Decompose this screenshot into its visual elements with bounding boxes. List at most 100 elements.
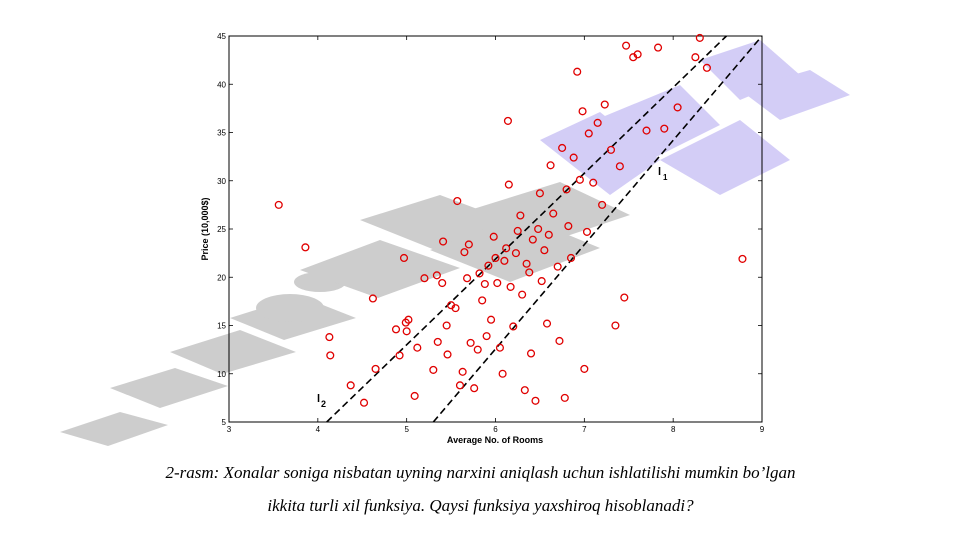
data-point bbox=[611, 321, 620, 330]
data-point bbox=[495, 343, 504, 352]
x-tick-label: 9 bbox=[760, 425, 765, 434]
y-tick-label: 10 bbox=[217, 370, 226, 379]
data-point bbox=[528, 235, 537, 244]
data-point bbox=[460, 248, 469, 257]
figure-caption: 2-rasm: Xonalar soniga nisbatan uyning n… bbox=[0, 456, 961, 522]
x-tick-label: 3 bbox=[227, 425, 232, 434]
data-point bbox=[443, 350, 452, 359]
data-point bbox=[598, 200, 607, 209]
data-point bbox=[466, 338, 475, 347]
data-point bbox=[642, 126, 651, 135]
data-point bbox=[544, 230, 553, 239]
data-point bbox=[498, 369, 507, 378]
caption-line-1: 2-rasm: Xonalar soniga nisbatan uyning n… bbox=[165, 463, 796, 482]
data-point bbox=[546, 161, 555, 170]
y-tick-label: 40 bbox=[217, 80, 226, 89]
data-point bbox=[453, 196, 462, 206]
data-point bbox=[575, 175, 584, 184]
data-point bbox=[301, 243, 310, 252]
data-point bbox=[433, 337, 442, 346]
data-points bbox=[274, 33, 747, 407]
data-point bbox=[432, 271, 441, 280]
data-point bbox=[593, 118, 602, 127]
fit-line-l2 bbox=[326, 35, 728, 423]
data-point bbox=[511, 249, 520, 258]
data-point bbox=[500, 256, 509, 265]
data-point bbox=[463, 274, 472, 283]
data-point bbox=[582, 227, 592, 236]
y-tick-label: 5 bbox=[222, 418, 227, 427]
watermark-logo bbox=[60, 40, 850, 446]
data-point bbox=[534, 224, 543, 234]
data-point bbox=[516, 211, 525, 220]
line-label-l1-sub: 1 bbox=[663, 173, 668, 182]
data-point bbox=[325, 333, 334, 342]
data-point bbox=[620, 293, 629, 302]
y-tick-label: 45 bbox=[217, 32, 226, 41]
line-label-l2: l bbox=[317, 393, 320, 405]
data-point bbox=[578, 107, 587, 116]
data-point bbox=[509, 322, 518, 331]
y-axis-label: Price (10,000$) bbox=[200, 197, 210, 260]
data-point bbox=[274, 200, 283, 209]
data-point bbox=[487, 315, 496, 324]
data-point bbox=[502, 244, 511, 253]
x-axis: 3 4 5 6 7 8 9 bbox=[227, 36, 765, 434]
data-point bbox=[691, 53, 700, 62]
data-point bbox=[580, 364, 589, 373]
data-point bbox=[566, 253, 576, 263]
data-point bbox=[562, 185, 571, 194]
y-tick-label: 30 bbox=[217, 177, 226, 186]
data-point bbox=[470, 384, 479, 393]
data-point bbox=[695, 33, 704, 42]
y-tick-label: 15 bbox=[217, 322, 226, 331]
data-point bbox=[702, 63, 711, 72]
data-point bbox=[569, 153, 578, 162]
data-point bbox=[654, 43, 663, 52]
data-point bbox=[549, 209, 558, 218]
data-point bbox=[518, 290, 527, 299]
data-point bbox=[600, 100, 609, 109]
data-point bbox=[399, 253, 409, 263]
data-point bbox=[346, 381, 355, 390]
data-point bbox=[438, 278, 447, 288]
data-point bbox=[542, 319, 552, 328]
data-point bbox=[564, 222, 573, 231]
data-point bbox=[506, 282, 515, 291]
data-point bbox=[439, 237, 448, 246]
data-point bbox=[478, 296, 487, 305]
data-point bbox=[455, 381, 465, 390]
data-point bbox=[451, 304, 460, 313]
data-point bbox=[525, 268, 534, 277]
data-point bbox=[368, 294, 377, 303]
data-point bbox=[535, 189, 544, 198]
x-tick-label: 8 bbox=[671, 425, 676, 434]
data-point bbox=[413, 343, 422, 352]
data-point bbox=[410, 391, 419, 400]
data-point bbox=[493, 278, 502, 288]
data-point bbox=[482, 332, 491, 341]
data-point bbox=[513, 226, 522, 235]
data-point bbox=[606, 145, 616, 154]
y-tick-label: 25 bbox=[217, 225, 226, 234]
data-point bbox=[555, 336, 564, 345]
x-tick-label: 5 bbox=[404, 425, 409, 434]
x-tick-label: 7 bbox=[582, 425, 587, 434]
data-point bbox=[540, 246, 549, 255]
data-point bbox=[558, 143, 567, 152]
data-point bbox=[615, 162, 624, 171]
data-point bbox=[402, 327, 411, 336]
data-point bbox=[489, 232, 498, 241]
data-point bbox=[520, 386, 529, 395]
data-point bbox=[464, 240, 473, 249]
data-point bbox=[484, 261, 493, 270]
y-tick-label: 35 bbox=[217, 129, 226, 138]
data-point bbox=[660, 124, 669, 133]
caption-line-2: ikkita turli xil funksiya. Qaysi funksiy… bbox=[267, 496, 694, 515]
data-point bbox=[560, 393, 569, 402]
x-axis-label: Average No. of Rooms bbox=[447, 435, 543, 445]
data-point bbox=[738, 254, 747, 263]
data-point bbox=[589, 178, 598, 187]
data-point bbox=[537, 277, 546, 286]
